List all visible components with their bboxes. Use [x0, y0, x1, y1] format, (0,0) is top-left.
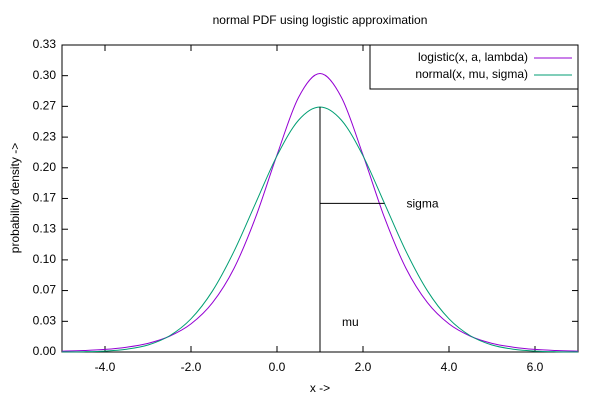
y-tick-label: 0.10 — [33, 252, 57, 266]
x-axis-label: x -> — [310, 381, 330, 395]
legend-label: logistic(x, a, lambda) — [418, 50, 528, 64]
annotation: mu — [342, 315, 359, 329]
y-tick-label: 0.20 — [33, 160, 57, 174]
y-tick-label: 0.00 — [33, 344, 57, 358]
legend-label: normal(x, mu, sigma) — [415, 67, 528, 81]
x-tick-label: 0.0 — [269, 360, 286, 374]
y-tick-label: 0.07 — [33, 283, 57, 297]
y-tick-label: 0.27 — [33, 99, 57, 113]
y-tick-label: 0.30 — [33, 68, 57, 82]
x-tick-label: -2.0 — [181, 360, 202, 374]
y-tick-label: 0.23 — [33, 129, 57, 143]
x-tick-label: -4.0 — [95, 360, 116, 374]
legend-box — [369, 44, 579, 90]
y-tick-label: 0.33 — [33, 37, 57, 51]
x-tick-label: 2.0 — [355, 360, 372, 374]
y-tick-label: 0.13 — [33, 221, 57, 235]
y-tick-label: 0.03 — [33, 313, 57, 327]
x-tick-label: 4.0 — [441, 360, 458, 374]
series-line — [61, 73, 579, 352]
y-tick-label: 0.17 — [33, 191, 57, 205]
chart-title: normal PDF using logistic approximation — [213, 13, 428, 27]
y-axis-label: probability density -> — [8, 143, 22, 253]
x-tick-label: 6.0 — [527, 360, 544, 374]
annotation: sigma — [407, 197, 439, 211]
